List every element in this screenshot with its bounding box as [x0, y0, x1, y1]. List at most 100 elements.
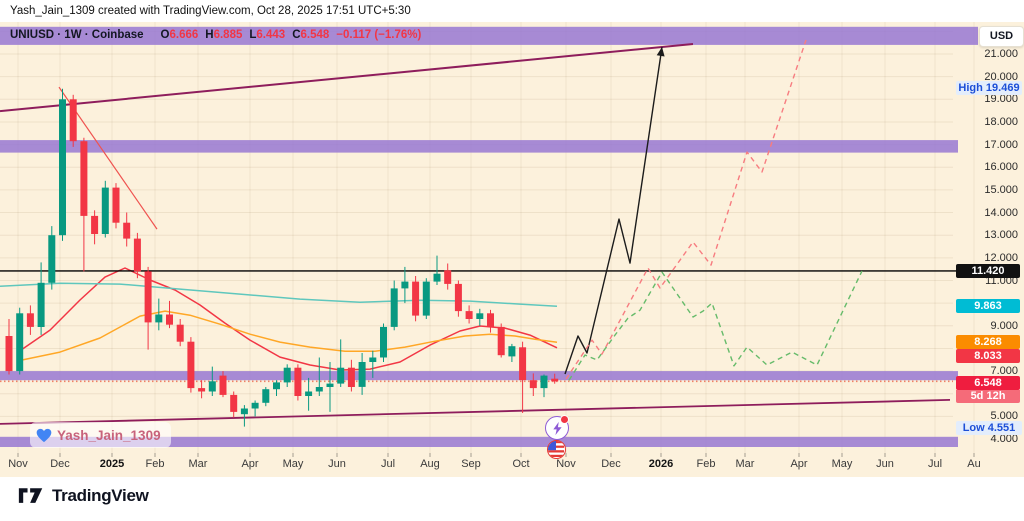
candle-down: [497, 326, 505, 356]
currency-toggle-button[interactable]: USD: [979, 26, 1024, 47]
high-highlow-price-label: High 19.469: [956, 81, 1022, 95]
candle-down: [465, 311, 473, 319]
high-label: H: [205, 29, 214, 41]
symbol-legend[interactable]: UNIUSD · 1W · Coinbase O6.666 H6.885 L6.443…: [10, 29, 421, 41]
close-value: 6.548: [300, 29, 330, 41]
red-price-label: 8.033: [956, 349, 1020, 363]
supply-demand-zone: [0, 371, 958, 381]
price-tick-label: 9.000: [990, 320, 1018, 332]
candle-down: [444, 270, 452, 284]
lower-channel: [0, 399, 951, 425]
price-tick-label: 16.000: [984, 161, 1018, 173]
candle-down: [176, 324, 184, 342]
candle-up: [476, 313, 484, 319]
candle-down: [294, 367, 302, 396]
candle-up: [390, 288, 398, 327]
watermark-username: Yash_Jain_1309: [57, 427, 161, 443]
candle-down: [123, 222, 131, 239]
candle-up: [540, 375, 548, 389]
candle-down: [454, 283, 462, 312]
candle-down: [219, 375, 227, 395]
tradingview-logo-text: TradingView: [52, 486, 149, 505]
time-month-label: Oct: [512, 458, 530, 470]
lightning-event-icon[interactable]: [545, 415, 569, 440]
time-month-label: Nov: [556, 458, 576, 470]
notification-dot: [560, 415, 569, 424]
candle-down: [133, 238, 141, 272]
time-year-label: 2026: [648, 458, 674, 470]
upper-channel: [0, 43, 694, 113]
high-value: 6.885: [213, 29, 243, 41]
price-tick-label: 5.000: [990, 410, 1018, 422]
lightning-bolt-glyph: [552, 421, 562, 435]
candle-up: [48, 235, 56, 283]
tradingview-footer-logo[interactable]: TradingView: [18, 486, 149, 506]
candle-down: [551, 378, 559, 382]
symbol-title[interactable]: UNIUSD · 1W · Coinbase: [10, 29, 144, 41]
time-month-label: Aug: [420, 458, 440, 470]
current-price-label: 6.548 5d 12h: [956, 376, 1020, 403]
price-tick-label: 7.000: [990, 365, 1018, 377]
time-month-label: Mar: [735, 458, 755, 470]
candle-up: [337, 367, 345, 384]
candle-up: [262, 389, 270, 403]
price-tick-label: 11.000: [985, 275, 1018, 287]
cyan-price-label: 9.863: [956, 299, 1020, 313]
bar-countdown-label: 5d 12h: [956, 390, 1020, 403]
tradingview-logo-icon: [18, 488, 43, 503]
open-value: 6.666: [169, 29, 199, 41]
candle-up: [508, 346, 516, 357]
price-tick-label: 13.000: [984, 229, 1018, 241]
projection-arrowhead: [656, 46, 665, 57]
chart-pane[interactable]: [0, 22, 1024, 477]
time-month-label: Apr: [790, 458, 808, 470]
candle-up: [283, 367, 291, 383]
candle-down: [230, 394, 238, 412]
blue-heart-icon: [36, 428, 52, 442]
flag-event-icon[interactable]: [547, 440, 566, 459]
green-dashed-projection: [568, 270, 863, 381]
candle-down: [80, 141, 88, 216]
price-tick-label: 19.000: [984, 93, 1018, 105]
price-tick-label: 20.000: [984, 71, 1018, 83]
low-value: 6.443: [256, 29, 286, 41]
candle-up: [401, 281, 409, 289]
time-month-label: May: [831, 458, 853, 470]
price-tick-label: 12.000: [984, 252, 1018, 264]
time-month-label: Feb: [145, 458, 165, 470]
supply-demand-zone: [0, 140, 958, 153]
price-tick-label: 18.000: [984, 116, 1018, 128]
time-month-label: Mar: [188, 458, 208, 470]
low-label: L: [249, 29, 257, 41]
attribution-text: Yash_Jain_1309 created with TradingView.…: [10, 5, 411, 17]
candle-up: [37, 282, 45, 327]
candle-up: [251, 402, 259, 409]
time-month-label: Jun: [876, 458, 894, 470]
price-tick-label: 15.000: [984, 184, 1018, 196]
time-month-label: Nov: [8, 458, 28, 470]
orange-price-label: 8.268: [956, 335, 1020, 349]
price-tick-label: 14.000: [984, 207, 1018, 219]
ma-orange: [21, 310, 558, 361]
ma-red: [17, 267, 558, 371]
candle-up: [208, 381, 216, 392]
candle-down: [487, 313, 494, 327]
candle-up: [101, 187, 109, 234]
time-month-label: Apr: [241, 458, 259, 470]
candle-up: [433, 273, 441, 282]
close-label: C: [292, 29, 301, 41]
price-tick-label: 17.000: [984, 139, 1018, 151]
us-flag-glyph: [548, 441, 564, 458]
candle-up: [326, 383, 334, 387]
supply-demand-zone: [0, 26, 978, 45]
candle-up: [305, 391, 313, 396]
user-watermark: Yash_Jain_1309: [30, 422, 171, 448]
red-dashed-projection: [565, 39, 807, 380]
price-tick-label: 4.000: [990, 433, 1018, 445]
candle-up: [380, 326, 387, 358]
time-month-label: May: [282, 458, 304, 470]
open-label: O: [160, 29, 170, 41]
candle-down: [412, 281, 420, 316]
